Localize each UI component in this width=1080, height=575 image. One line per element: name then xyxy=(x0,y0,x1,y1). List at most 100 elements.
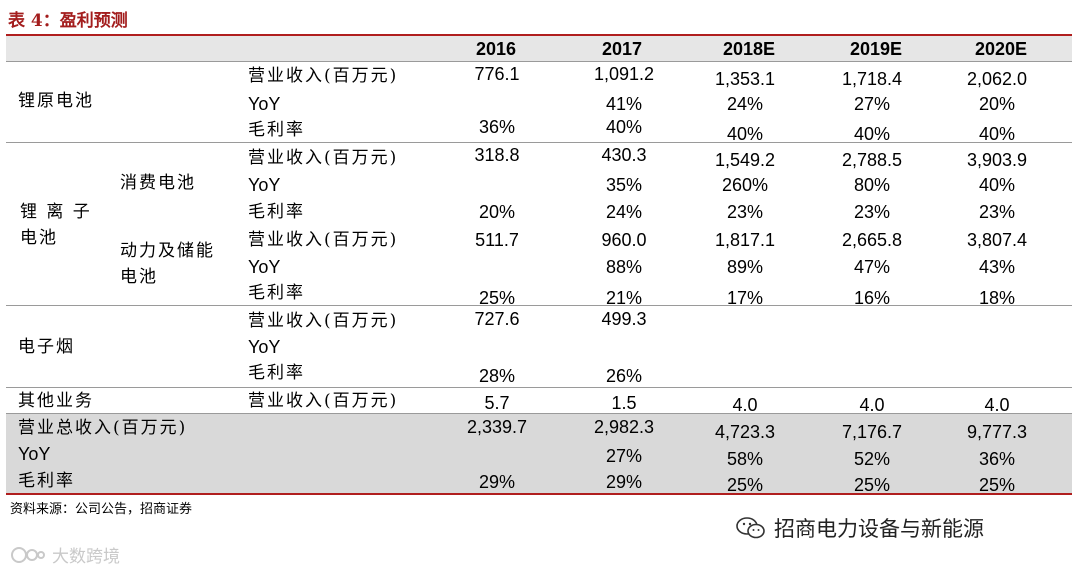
col-header-2019e: 2019E xyxy=(850,39,903,59)
cell-con-yoy-2017: 35% xyxy=(605,175,643,195)
cell-ecig-rev-2017: 499.3 xyxy=(601,309,647,329)
total-margin-label: 毛利率 xyxy=(18,471,75,491)
cell-con-rev-2017: 430.3 xyxy=(601,145,647,165)
metric-label-con-margin: 毛利率 xyxy=(248,202,305,222)
cell-li-rev-2017: 1,091.2 xyxy=(593,64,655,84)
col-header-2016: 2016 xyxy=(476,39,517,59)
cell-pow-rev-2016: 511.7 xyxy=(475,230,519,250)
cell-total-margin-2017: 29% xyxy=(605,472,643,492)
cell-li-yoy-2018e: 24% xyxy=(726,94,764,114)
cell-pow-margin-2018e: 17% xyxy=(726,288,764,308)
metric-label-pow-margin: 毛利率 xyxy=(248,283,305,303)
segment-other: 其他业务 xyxy=(18,391,94,411)
cell-li-margin-2017: 40% xyxy=(605,117,643,137)
brand-mark: 招商电力设备与新能源 xyxy=(736,513,984,543)
watermark: 大数跨境 xyxy=(10,542,120,567)
cell-pow-yoy-2017: 88% xyxy=(605,257,643,277)
cell-li-margin-2020e: 40% xyxy=(978,124,1016,144)
cell-total-margin-2016: 29% xyxy=(478,472,516,492)
metric-label-ecig-margin: 毛利率 xyxy=(248,363,305,383)
cell-pow-rev-2020e: 3,807.4 xyxy=(966,230,1028,250)
subsegment-power-line2: 电池 xyxy=(120,267,158,287)
cell-con-yoy-2019e: 80% xyxy=(853,175,891,195)
metric-label-ecig-yoy: YoY xyxy=(248,337,281,357)
summary-background xyxy=(6,414,1072,494)
cell-con-margin-2017: 24% xyxy=(605,202,643,222)
cell-con-rev-2016: 318.8 xyxy=(474,145,520,165)
cell-total-yoy-2019e: 52% xyxy=(853,449,891,469)
cell-pow-yoy-2020e: 43% xyxy=(978,257,1016,277)
col-header-2018e: 2018E xyxy=(723,39,776,59)
metric-label-con-yoy: YoY xyxy=(248,175,281,195)
cell-li-margin-2019e: 40% xyxy=(853,124,891,144)
cell-li-rev-2018e: 1,353.1 xyxy=(714,69,776,89)
cell-pow-rev-2017: 960.0 xyxy=(601,230,647,250)
wechat-icon xyxy=(736,517,765,539)
top-rule xyxy=(6,34,1072,36)
cell-con-rev-2018e: 1,549.2 xyxy=(714,150,776,170)
cell-con-margin-2016: 20% xyxy=(478,202,516,222)
total-revenue-label: 营业总收入(百万元) xyxy=(18,418,188,438)
rule-after-ecig xyxy=(6,387,1072,388)
cell-other-rev-2017: 1.5 xyxy=(611,393,637,413)
cell-con-yoy-2018e: 260% xyxy=(721,175,769,195)
cell-total-margin-2019e: 25% xyxy=(853,475,891,495)
cell-li-margin-2016: 36% xyxy=(478,117,516,137)
cell-con-margin-2019e: 23% xyxy=(853,202,891,222)
cell-total-rev-2019e: 7,176.7 xyxy=(841,422,903,442)
cell-li-margin-2018e: 40% xyxy=(726,124,764,144)
cell-pow-yoy-2019e: 47% xyxy=(853,257,891,277)
segment-li-ion-line1: 锂 离 子 xyxy=(20,202,92,222)
cell-ecig-rev-2016: 727.6 xyxy=(474,309,520,329)
cell-total-yoy-2017: 27% xyxy=(605,446,643,466)
cell-total-yoy-2018e: 58% xyxy=(726,449,764,469)
rule-after-li-primary xyxy=(6,142,1072,143)
cell-pow-margin-2017: 21% xyxy=(605,288,643,308)
cell-li-rev-2020e: 2,062.0 xyxy=(966,69,1028,89)
brand-name: 招商电力设备与新能源 xyxy=(774,517,984,541)
cell-other-rev-2018e: 4.0 xyxy=(732,395,758,415)
header-background xyxy=(6,36,1072,61)
cell-li-yoy-2020e: 20% xyxy=(978,94,1016,114)
cell-li-rev-2016: 776.1 xyxy=(474,64,520,84)
cell-con-yoy-2020e: 40% xyxy=(978,175,1016,195)
metric-label-pow-rev: 营业收入(百万元) xyxy=(248,230,399,250)
metric-label-con-rev: 营业收入(百万元) xyxy=(248,148,399,168)
cell-pow-rev-2019e: 2,665.8 xyxy=(841,230,903,250)
rule-after-other xyxy=(6,413,1072,414)
cell-con-margin-2020e: 23% xyxy=(978,202,1016,222)
metric-label-li-rev: 营业收入(百万元) xyxy=(248,66,399,86)
total-yoy-label: YoY xyxy=(18,444,51,464)
subsegment-power-line1: 动力及储能 xyxy=(120,241,215,261)
cell-pow-margin-2020e: 18% xyxy=(978,288,1016,308)
cell-other-rev-2016: 5.7 xyxy=(484,393,510,413)
cell-total-yoy-2020e: 36% xyxy=(978,449,1016,469)
table-caption: 表 4：盈利预测 xyxy=(8,11,128,31)
cell-pow-margin-2016: 25% xyxy=(478,288,516,308)
cell-total-rev-2018e: 4,723.3 xyxy=(714,422,776,442)
cell-ecig-margin-2017: 26% xyxy=(605,366,643,386)
watermark-text: 大数跨境 xyxy=(52,547,120,567)
metric-label-li-margin: 毛利率 xyxy=(248,120,305,140)
watermark-logo-icon xyxy=(11,546,45,563)
cell-total-rev-2020e: 9,777.3 xyxy=(966,422,1028,442)
cell-pow-yoy-2018e: 89% xyxy=(726,257,764,277)
col-header-2017: 2017 xyxy=(602,39,643,59)
cell-pow-rev-2018e: 1,817.1 xyxy=(714,230,776,250)
segment-ecig: 电子烟 xyxy=(18,337,75,357)
cell-other-rev-2019e: 4.0 xyxy=(859,395,885,415)
metric-label-ecig-rev: 营业收入(百万元) xyxy=(248,311,399,331)
header-rule xyxy=(6,61,1072,62)
cell-con-rev-2019e: 2,788.5 xyxy=(841,150,903,170)
cell-li-rev-2019e: 1,718.4 xyxy=(841,69,903,89)
source-note: 资料来源：公司公告，招商证券 xyxy=(10,502,193,517)
cell-li-yoy-2017: 41% xyxy=(605,94,643,114)
cell-other-rev-2020e: 4.0 xyxy=(984,395,1010,415)
cell-total-rev-2016: 2,339.7 xyxy=(466,417,528,437)
cell-pow-margin-2019e: 16% xyxy=(853,288,891,308)
cell-con-rev-2020e: 3,903.9 xyxy=(966,150,1028,170)
subsegment-consumer: 消费电池 xyxy=(120,173,196,193)
cell-ecig-margin-2016: 28% xyxy=(478,366,516,386)
rule-after-li-ion xyxy=(6,305,1072,306)
segment-li-ion-line2: 电池 xyxy=(20,228,58,248)
